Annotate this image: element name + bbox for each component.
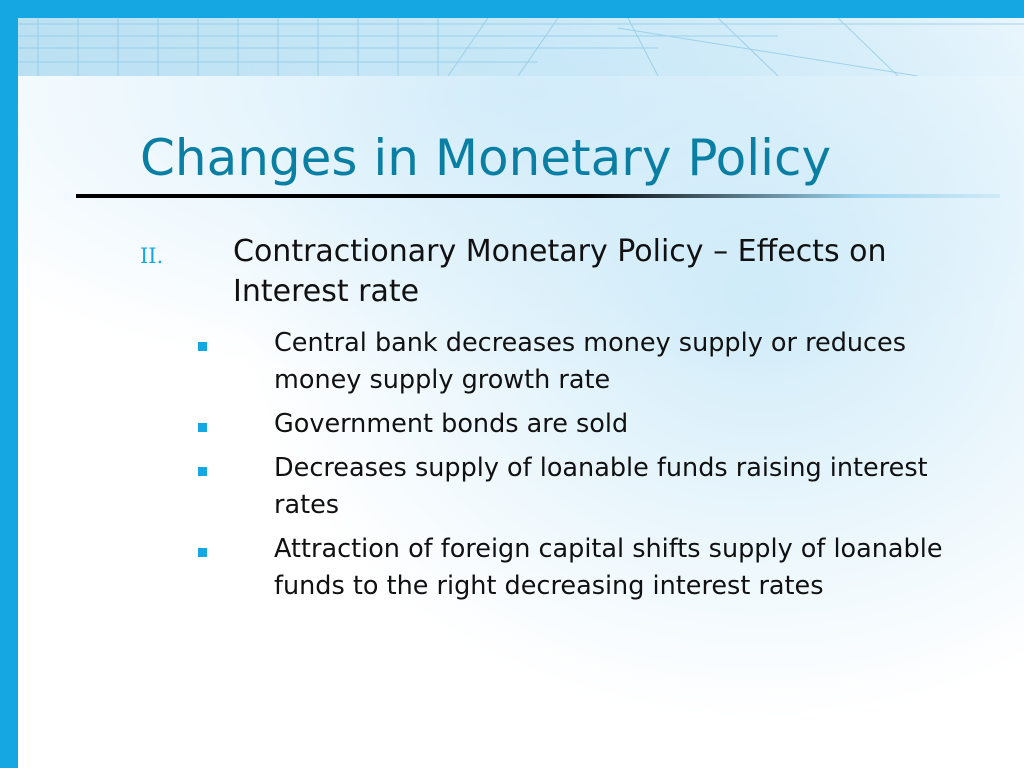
slide-title: Changes in Monetary Policy — [140, 129, 832, 187]
bullet-item: Decreases supply of loanable funds raisi… — [196, 450, 996, 524]
top-accent-bar — [0, 0, 1024, 18]
square-bullet-icon — [198, 467, 207, 476]
left-accent-bar — [0, 0, 18, 768]
bullet-text: Decreases supply of loanable funds raisi… — [274, 453, 928, 520]
bullet-item: Government bonds are sold — [196, 406, 996, 443]
bullet-item: Attraction of foreign capital shifts sup… — [196, 531, 996, 605]
bullet-text: Attraction of foreign capital shifts sup… — [274, 534, 943, 601]
bullet-item: Central bank decreases money supply or r… — [196, 325, 996, 399]
title-underline — [76, 194, 1000, 198]
bullet-text: Central bank decreases money supply or r… — [274, 328, 907, 395]
square-bullet-icon — [198, 423, 207, 432]
square-bullet-icon — [198, 342, 207, 351]
header-pattern — [18, 18, 1024, 76]
bullet-list: Central bank decreases money supply or r… — [196, 325, 996, 612]
header-image-band — [18, 18, 1024, 76]
square-bullet-icon — [198, 548, 207, 557]
main-point-text: Contractionary Monetary Policy – Effects… — [233, 234, 887, 309]
roman-numeral-marker: II. — [140, 244, 164, 268]
bullet-text: Government bonds are sold — [274, 409, 629, 439]
